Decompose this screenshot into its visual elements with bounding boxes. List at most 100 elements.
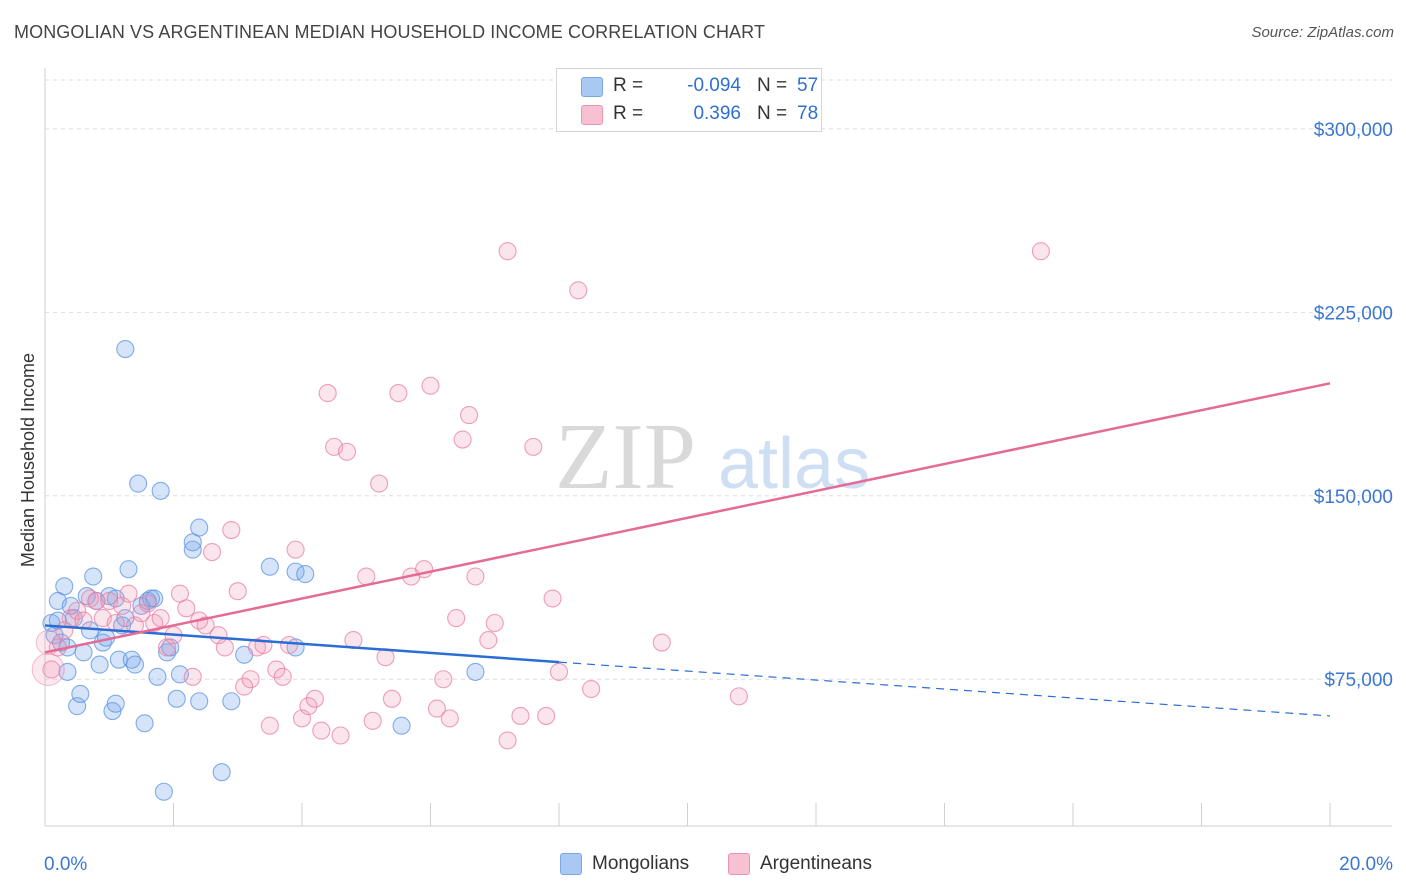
argentineans-point — [138, 594, 157, 613]
mongolians-point — [129, 474, 148, 493]
argentineans-point — [363, 711, 382, 730]
y-axis-title: Median Household Income — [18, 353, 38, 567]
mongolians-point — [158, 643, 177, 662]
argentineans-point — [273, 667, 292, 686]
mongolians-trend-line — [44, 624, 560, 664]
argentineans-point — [177, 599, 196, 618]
mongolians-point — [151, 481, 170, 500]
mongolians-point — [71, 684, 90, 703]
axis-labels: $75,000 $150,000 $225,000 $300,000 0.0% 20.0%… — [18, 120, 1393, 875]
argentineans-point — [1031, 242, 1050, 261]
argentineans-point — [280, 635, 299, 655]
r-value: 0.396 — [693, 103, 741, 124]
mongolians-point — [116, 339, 135, 359]
argentineans-point — [357, 567, 376, 586]
y-tick-label: $75,000 — [1324, 670, 1393, 691]
mongolians-point — [190, 518, 209, 537]
argentineans-point — [729, 687, 748, 706]
argentineans-point — [222, 520, 241, 540]
axes — [44, 68, 1392, 827]
argentineans-point — [569, 281, 588, 300]
argentineans-point — [582, 679, 601, 699]
argentineans-point — [498, 242, 517, 261]
argentineans-point — [260, 716, 279, 735]
argentineans-point — [524, 437, 543, 456]
argentineans-point — [479, 631, 498, 650]
argentineans-point — [299, 697, 318, 716]
argentineans-point — [254, 635, 273, 655]
r-label: R = — [613, 103, 644, 124]
mongolians-point — [119, 560, 138, 579]
mongolians-point — [84, 567, 103, 586]
argentineans-point — [196, 616, 215, 635]
y-tick-label: $300,000 — [1314, 120, 1393, 141]
argentineans-point — [498, 731, 517, 750]
argentineans-point — [267, 660, 286, 679]
argentineans-swatch — [581, 105, 603, 125]
argentineans-point — [215, 638, 234, 657]
mongolians-point — [212, 763, 231, 782]
n-label: N = — [757, 75, 788, 96]
argentineans-point — [235, 677, 254, 696]
n-value: 78 — [797, 103, 819, 124]
argentineans-point — [440, 709, 459, 728]
argentineans-point — [537, 706, 556, 725]
data-points — [31, 242, 1050, 801]
trend-lines — [44, 382, 1331, 717]
mongolians-point — [90, 655, 109, 674]
argentineans-point — [331, 726, 350, 745]
x-tick-label-max: 20.0% — [1339, 854, 1393, 875]
mongolians-point — [260, 557, 279, 576]
argentineans-point — [132, 604, 151, 623]
y-tick-label: $225,000 — [1314, 303, 1393, 324]
argentineans-point — [68, 601, 87, 620]
series-argentineans — [42, 242, 1050, 750]
mongolians-point — [148, 667, 167, 686]
argentineans-point — [74, 611, 93, 630]
watermark-atlas: atlas — [718, 424, 870, 504]
mongolians-legend-swatch — [560, 853, 582, 875]
argentineans-point — [459, 406, 479, 425]
grid-lines — [45, 79, 1392, 680]
argentineans-point — [447, 609, 466, 628]
mongolians-point — [125, 655, 144, 674]
argentineans-point — [151, 609, 170, 628]
argentineans-legend-swatch — [728, 853, 750, 875]
argentineans-point — [549, 662, 569, 681]
argentineans-point — [305, 689, 324, 708]
n-label: N = — [757, 103, 788, 124]
argentineans-point — [421, 376, 440, 395]
argentineans-point — [42, 660, 61, 679]
argentineans-point — [337, 442, 357, 461]
argentineans-point-large — [35, 630, 61, 656]
argentineans-point — [466, 567, 485, 586]
mongolians-point — [222, 692, 241, 711]
mongolians-point — [106, 694, 125, 713]
mongolians-swatch — [581, 77, 603, 97]
mongolians-point — [167, 689, 186, 708]
chart-title: MONGOLIAN VS ARGENTINEAN MEDIAN HOUSEHOL… — [14, 22, 766, 42]
argentineans-point — [511, 706, 530, 725]
x-tick-label-min: 0.0% — [44, 854, 87, 875]
argentineans-point — [370, 474, 389, 493]
argentineans-point — [203, 543, 222, 562]
argentineans-point — [652, 633, 671, 652]
argentineans-point — [286, 540, 305, 559]
y-tick-label: $150,000 — [1314, 487, 1393, 508]
argentineans-point — [119, 584, 138, 603]
mongolians-point — [154, 782, 173, 801]
mongolians-point — [135, 714, 154, 733]
mongolians-point — [122, 650, 141, 669]
mongolians-legend-label: Mongolians — [592, 853, 690, 874]
mongolians-point — [183, 540, 202, 559]
argentineans-point-large — [31, 652, 65, 686]
mongolians-point — [392, 716, 411, 735]
mongolians-trend-extension — [558, 661, 1331, 717]
argentineans-trend-line — [44, 382, 1331, 654]
n-value: 57 — [797, 75, 819, 96]
watermark: ZIP atlas — [555, 405, 870, 509]
argentineans-point — [543, 589, 562, 608]
argentineans-point — [312, 721, 331, 740]
r-value: -0.094 — [687, 75, 741, 96]
